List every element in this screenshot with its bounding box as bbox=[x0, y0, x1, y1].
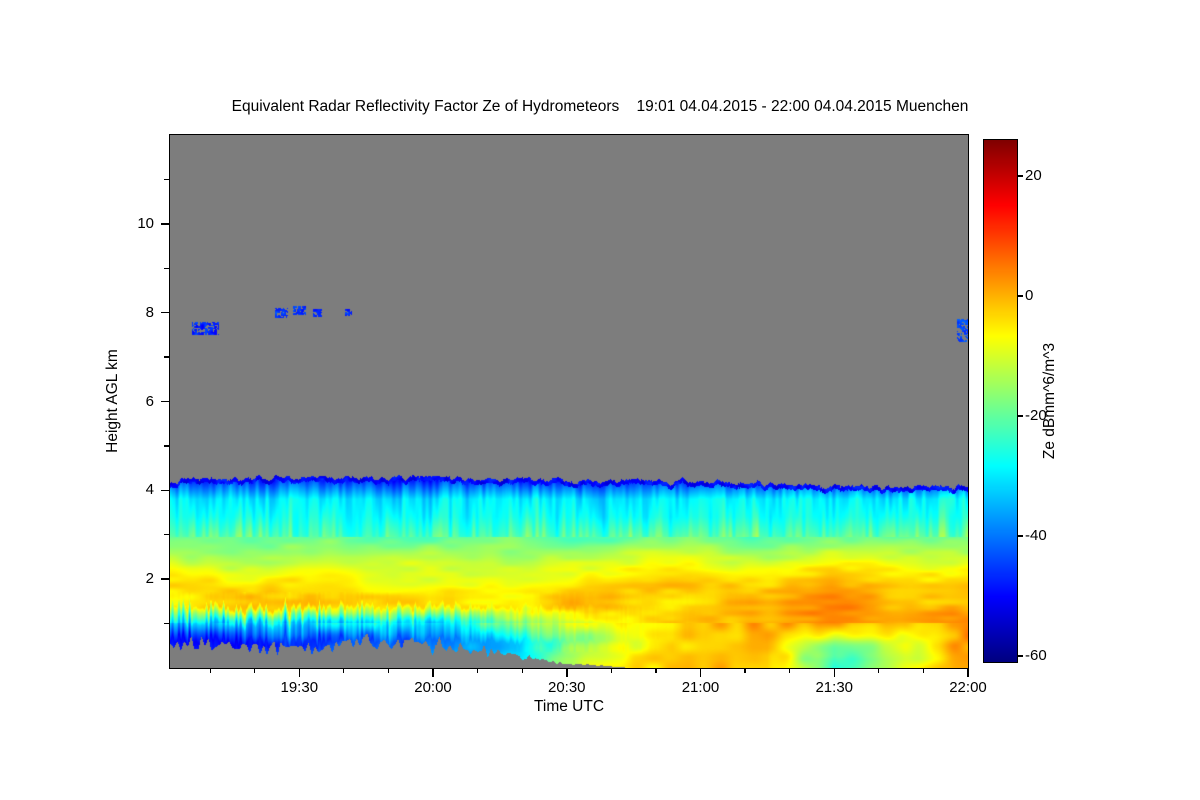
y-minor-tick bbox=[164, 178, 169, 180]
y-tick-label: 8 bbox=[145, 303, 154, 321]
colorbar-tick-label: 20 bbox=[1025, 167, 1042, 184]
y-tick-label: 2 bbox=[145, 570, 154, 588]
y-major-tick bbox=[161, 311, 169, 314]
heatmap-canvas bbox=[170, 135, 968, 668]
y-minor-tick bbox=[164, 445, 169, 447]
x-minor-tick bbox=[878, 669, 880, 673]
x-axis-label: Time UTC bbox=[533, 698, 605, 715]
x-minor-tick bbox=[744, 669, 746, 673]
colorbar-tick-label: 0 bbox=[1025, 287, 1034, 304]
y-tick-label: 4 bbox=[145, 481, 154, 499]
y-major-tick bbox=[161, 223, 169, 225]
x-major-tick bbox=[432, 669, 434, 677]
x-tick-label: 22:00 bbox=[949, 679, 987, 696]
colorbar-tick-label: -40 bbox=[1025, 527, 1047, 544]
chart-title: Equivalent Radar Reflectivity Factor Ze … bbox=[231, 98, 969, 115]
x-major-tick bbox=[566, 669, 568, 677]
y-minor-tick bbox=[164, 267, 169, 269]
x-minor-tick bbox=[477, 669, 479, 673]
x-minor-tick bbox=[387, 669, 390, 673]
x-major-tick bbox=[833, 669, 835, 677]
x-tick-label: 20:30 bbox=[547, 679, 586, 696]
x-minor-tick bbox=[922, 669, 924, 673]
x-tick-label: 21:00 bbox=[681, 679, 720, 696]
colorbar-label: Ze dBmm^6/m^3 bbox=[1041, 342, 1058, 460]
y-major-tick bbox=[161, 489, 169, 492]
colorbar-tick bbox=[1018, 535, 1023, 537]
x-minor-tick bbox=[655, 669, 657, 673]
y-tick-label: 6 bbox=[145, 392, 154, 410]
x-tick-label: 19:30 bbox=[280, 679, 319, 696]
plot-frame bbox=[169, 134, 969, 669]
x-minor-tick bbox=[610, 669, 612, 673]
x-major-tick bbox=[298, 669, 301, 677]
x-tick-label: 20:00 bbox=[414, 679, 452, 696]
y-tick-label: 10 bbox=[137, 214, 154, 232]
colorbar-tick-label: -60 bbox=[1025, 647, 1047, 664]
colorbar-tick bbox=[1018, 175, 1023, 177]
colorbar bbox=[983, 139, 1018, 663]
colorbar-tick bbox=[1018, 415, 1023, 417]
y-minor-tick bbox=[164, 356, 169, 358]
y-minor-tick bbox=[164, 622, 169, 625]
colorbar-canvas bbox=[984, 140, 1017, 662]
y-minor-tick bbox=[164, 534, 169, 536]
x-minor-tick bbox=[254, 669, 256, 673]
colorbar-tick-label: -20 bbox=[1025, 407, 1047, 424]
y-major-tick bbox=[161, 578, 169, 580]
x-minor-tick bbox=[343, 669, 345, 673]
x-minor-tick bbox=[521, 669, 523, 673]
x-major-tick bbox=[699, 669, 702, 677]
y-major-tick bbox=[161, 400, 169, 403]
x-minor-tick bbox=[209, 669, 211, 673]
x-major-tick bbox=[967, 669, 969, 677]
colorbar-tick bbox=[1018, 655, 1023, 657]
colorbar-tick bbox=[1018, 295, 1023, 297]
x-minor-tick bbox=[789, 669, 791, 673]
x-tick-label: 21:30 bbox=[815, 679, 854, 696]
